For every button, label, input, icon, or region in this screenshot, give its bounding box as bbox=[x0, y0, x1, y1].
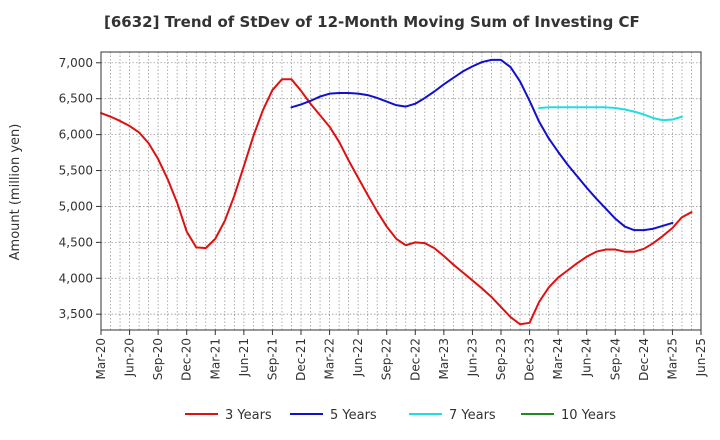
y-tick-label: 5,000 bbox=[59, 199, 93, 213]
x-tick-label: Sep-20 bbox=[151, 338, 165, 380]
x-axis: Mar-20 Jun-20 Sep-20 Dec-20 Mar-21 Jun-21 Sep-… bbox=[94, 330, 708, 381]
y-axis-label: Amount (million yen) bbox=[8, 124, 23, 261]
chart-title: [6632] Trend of StDev of 12-Month Moving… bbox=[104, 13, 640, 31]
x-tick-label: Mar-23 bbox=[437, 338, 451, 379]
grid bbox=[100, 52, 702, 330]
legend-label: 10 Years bbox=[561, 408, 616, 423]
series-line-1 bbox=[100, 78, 693, 326]
x-tick-label: Mar-21 bbox=[208, 338, 222, 379]
series-group bbox=[100, 58, 693, 326]
x-tick-label: Dec-20 bbox=[180, 338, 194, 381]
x-tick-label: Dec-21 bbox=[294, 338, 308, 381]
legend: 3 Years 5 Years 7 Years 10 Years bbox=[185, 408, 616, 423]
x-tick-label: Jun-23 bbox=[465, 338, 479, 377]
y-tick-label: 3,500 bbox=[59, 307, 93, 321]
x-tick-label: Jun-24 bbox=[580, 338, 594, 377]
x-tick-label: Dec-24 bbox=[637, 338, 651, 381]
y-tick-label: 6,000 bbox=[59, 128, 93, 142]
x-tick-label: Jun-21 bbox=[237, 338, 251, 377]
x-tick-label: Mar-20 bbox=[94, 338, 108, 379]
y-axis: 3,500 4,000 4,500 5,000 5,500 6,000 6,500 7,000 bbox=[59, 56, 101, 321]
y-tick-label: 7,000 bbox=[59, 56, 93, 70]
legend-label: 7 Years bbox=[449, 408, 496, 423]
y-tick-label: 4,000 bbox=[59, 271, 93, 285]
x-tick-label: Mar-24 bbox=[551, 338, 565, 379]
y-tick-label: 6,500 bbox=[59, 92, 93, 106]
x-tick-label: Sep-24 bbox=[608, 338, 622, 380]
y-tick-label: 5,500 bbox=[59, 164, 93, 178]
x-tick-label: Jun-25 bbox=[694, 338, 708, 377]
x-tick-label: Mar-22 bbox=[323, 338, 337, 379]
x-tick-label: Dec-22 bbox=[408, 338, 422, 381]
y-tick-label: 4,500 bbox=[59, 235, 93, 249]
legend-label: 5 Years bbox=[330, 408, 377, 423]
x-tick-label: Jun-20 bbox=[123, 338, 137, 377]
x-tick-label: Jun-22 bbox=[351, 338, 365, 377]
x-tick-label: Sep-23 bbox=[494, 338, 508, 380]
series-line-3 bbox=[538, 106, 683, 122]
x-tick-label: Sep-22 bbox=[380, 338, 394, 380]
x-tick-label: Sep-21 bbox=[265, 338, 279, 380]
x-tick-label: Dec-23 bbox=[523, 338, 537, 381]
plot-area-frame bbox=[100, 51, 702, 331]
x-tick-label: Mar-25 bbox=[665, 338, 679, 379]
legend-label: 3 Years bbox=[225, 408, 272, 423]
series-line-2 bbox=[290, 58, 674, 232]
